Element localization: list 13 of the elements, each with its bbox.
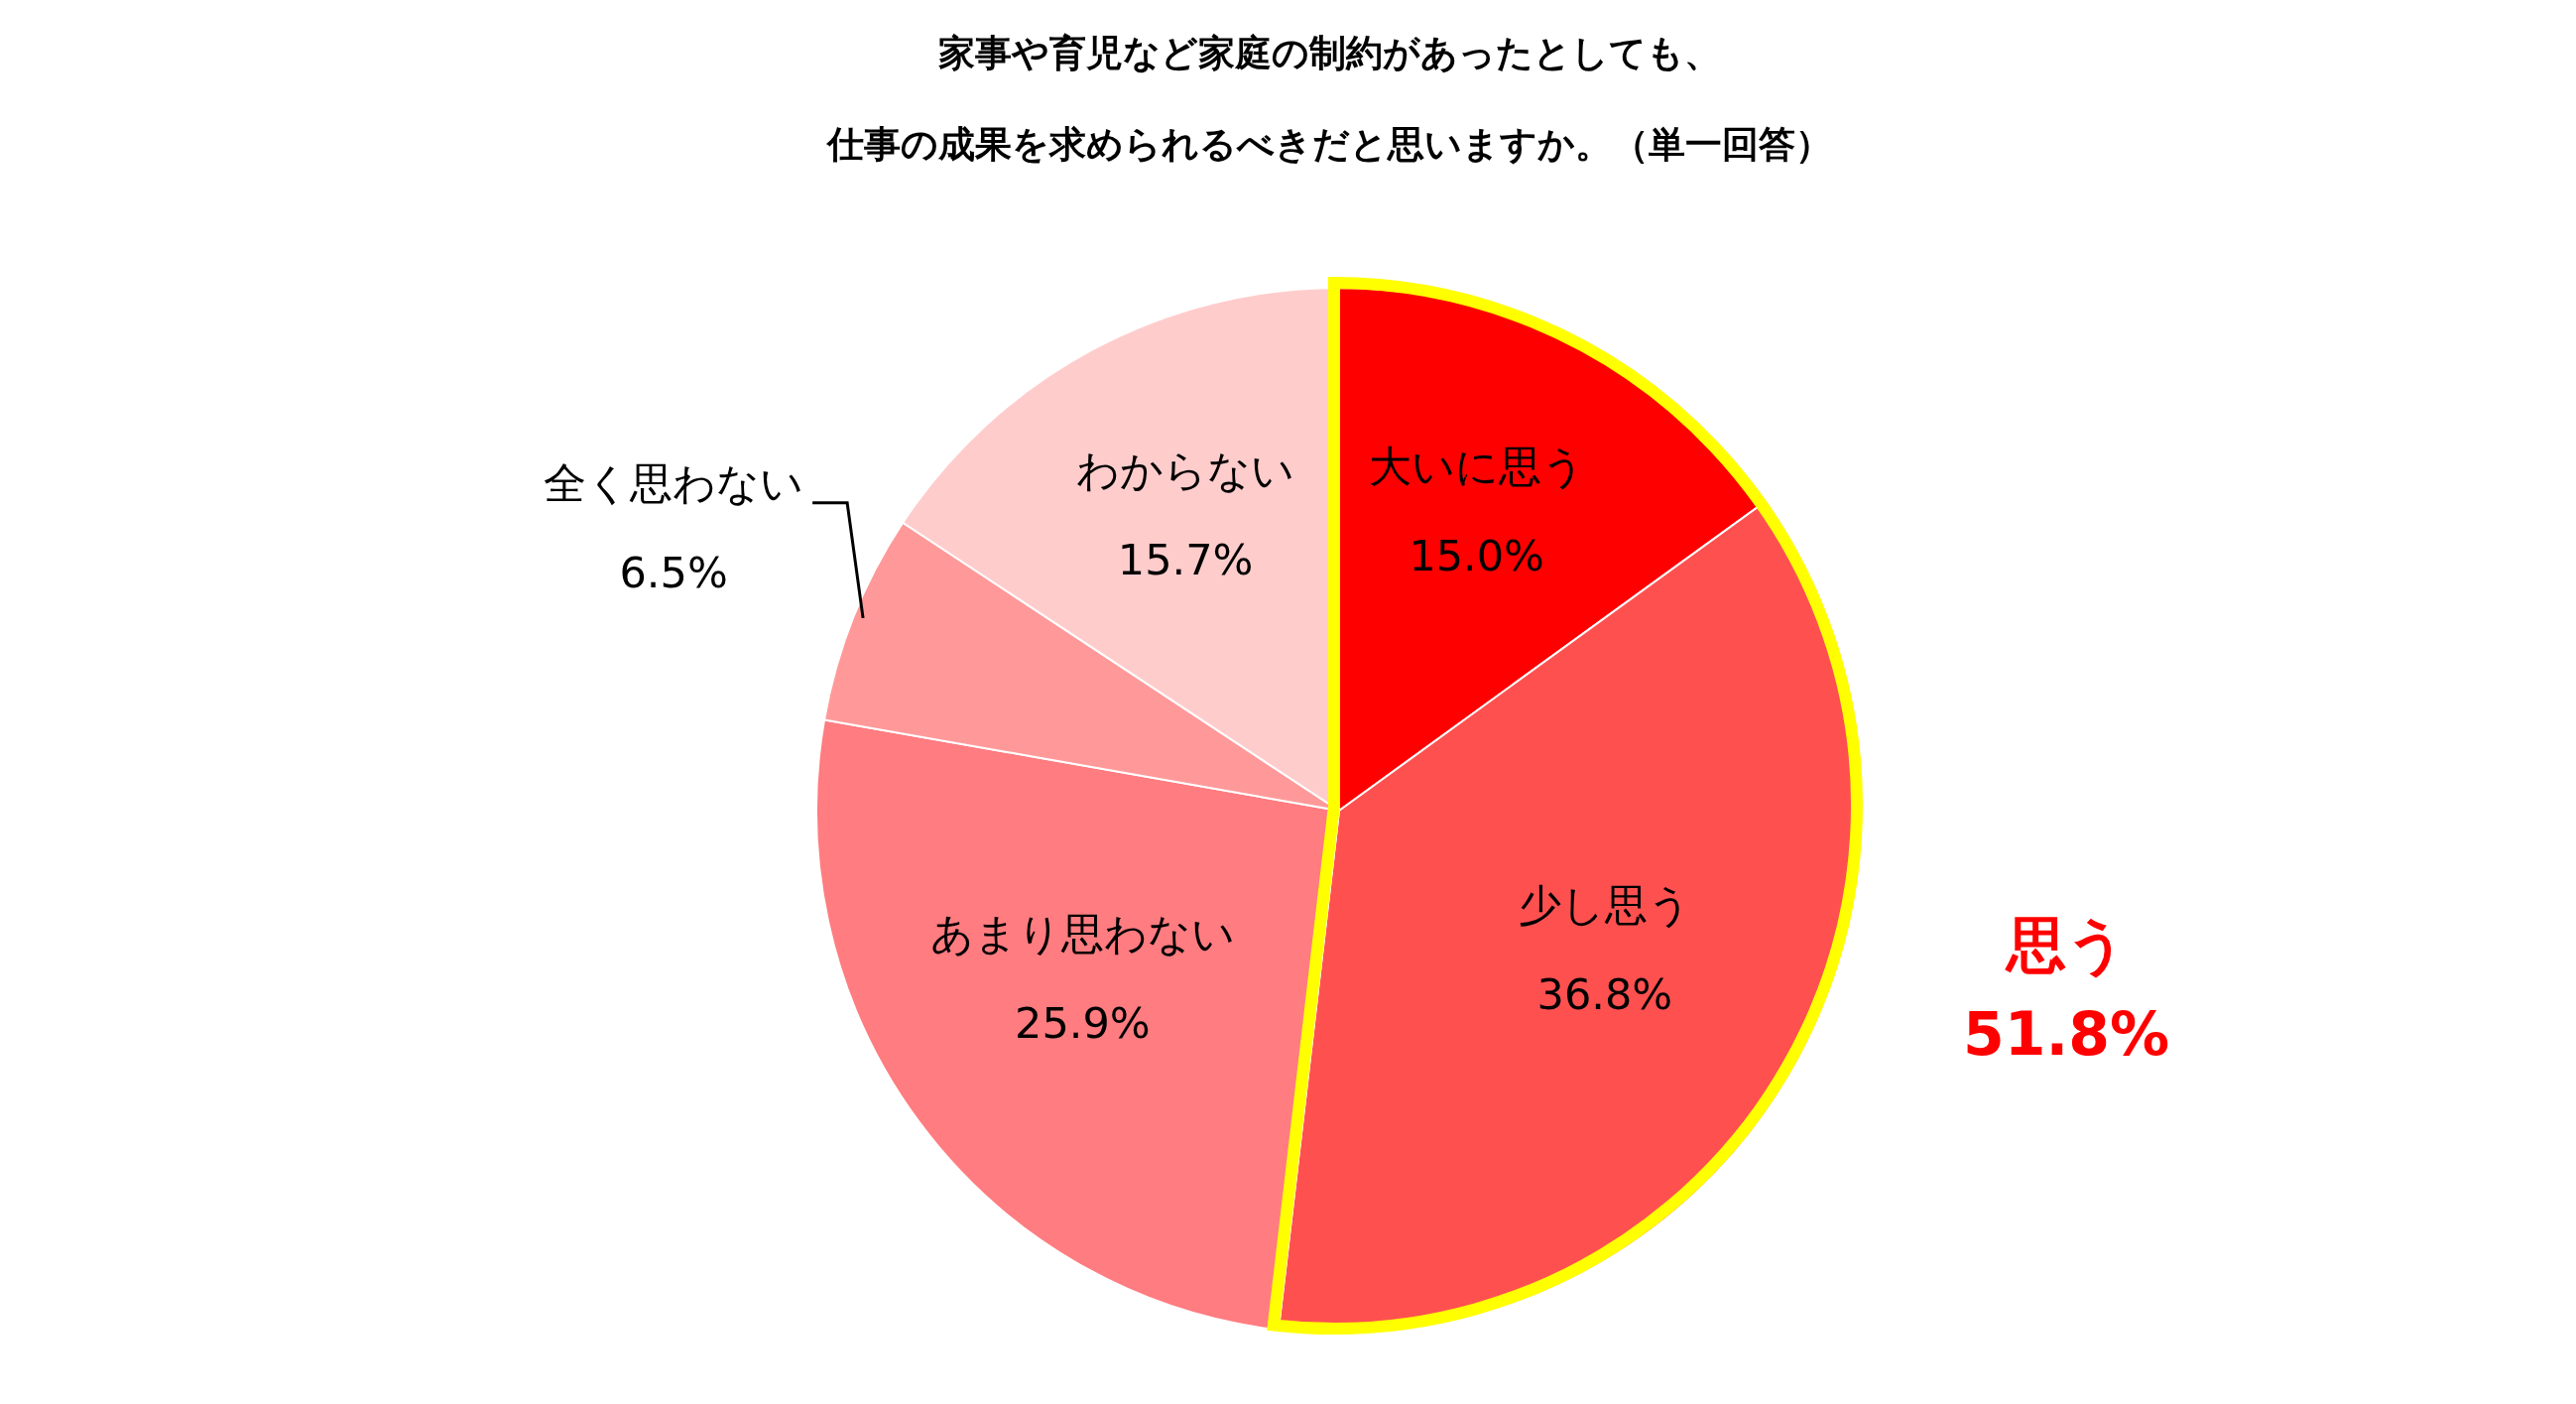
data-label: 25.9% xyxy=(1015,997,1151,1048)
slice-label: わからない xyxy=(1076,445,1295,495)
slice-label: 少し思う xyxy=(1518,879,1691,930)
data-label: 15.0% xyxy=(1409,531,1544,581)
data-label: 15.7% xyxy=(1117,534,1254,584)
text: 思う 51.8% xyxy=(1962,910,2170,1069)
slice-label: 全く思わない xyxy=(544,457,804,508)
slice-label: 大いに思う xyxy=(1368,442,1585,492)
chart-title: 家事や育児など家庭の制約があったとしても、 xyxy=(937,32,1721,74)
slice-label: あまり思わない xyxy=(929,908,1235,958)
chart-subtitle: 仕事の成果を求められるべきだと思いますか。（単一回答） xyxy=(824,123,1832,166)
data-label: 6.5% xyxy=(619,547,728,597)
data-label: 36.8% xyxy=(1536,968,1673,1019)
